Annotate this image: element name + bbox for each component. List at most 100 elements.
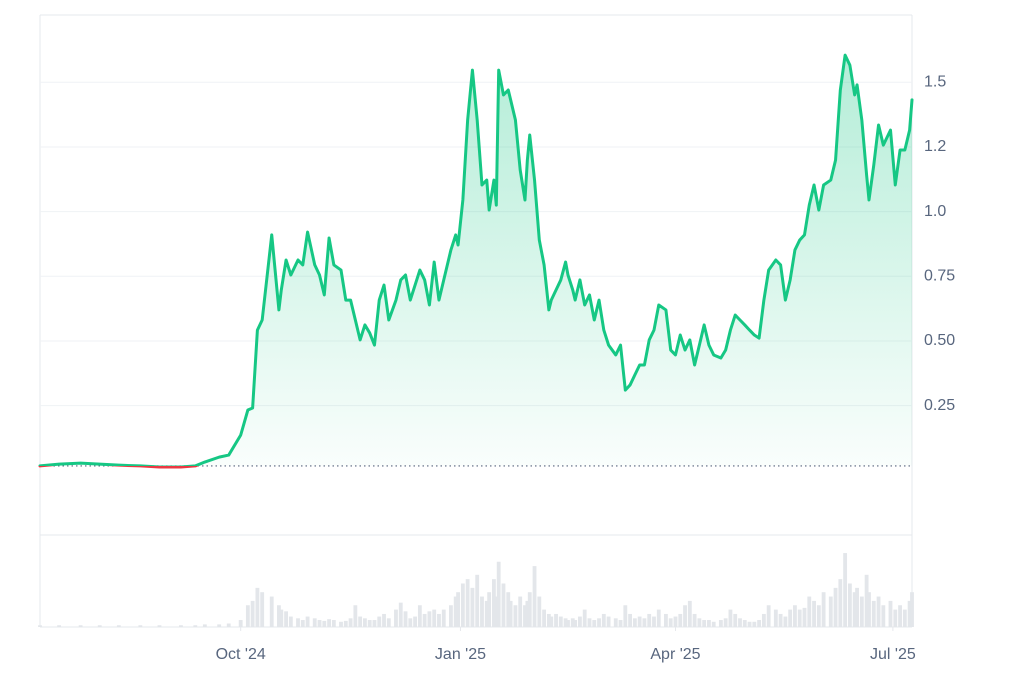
volume-bar [788,609,793,627]
volume-bar [597,618,601,627]
volume-bar [202,624,207,627]
volume-bar [752,621,757,627]
volume-bar [245,605,250,627]
volume-bar [867,592,871,627]
volume-bar [910,592,914,627]
volume-bar [296,618,300,627]
volume-bar [525,600,530,627]
x-tick-label: Apr '25 [650,646,700,663]
volume-bar [647,613,652,627]
volume-bar [802,607,807,627]
volume-bar [441,609,446,627]
volume-bar [343,620,348,627]
volume-bar [542,609,546,627]
volume-bar [456,592,460,627]
volume-bar [855,587,859,627]
volume-bar [394,609,398,627]
volume-bar [322,620,327,627]
volume-bar [250,600,255,627]
volume-bar [618,620,623,627]
volume-bar [888,600,893,627]
volume-bar [816,605,821,627]
volume-bar [238,620,243,627]
y-tick-label: 0.50 [924,332,955,349]
volume-bar [408,618,413,627]
volume-bar [518,596,523,627]
volume-bar [432,609,437,627]
volume-bar [358,616,363,627]
x-tick-label: Jul '25 [870,646,916,663]
y-tick-label: 0.75 [924,268,955,285]
volume-bar [269,596,274,627]
volume-bar [592,620,597,627]
y-tick-label: 0.25 [924,397,955,414]
volume-bar [812,600,816,627]
volume-bar [279,609,284,627]
volume-bar [847,583,852,627]
volume-bar [628,613,633,627]
volume-bar [546,613,551,627]
volume-bar [757,620,762,627]
volume-bar [668,618,673,627]
volume-bar [893,609,898,627]
volume-bar [783,616,788,627]
volume-bar [382,613,386,627]
volume-bar [723,618,728,627]
volume-bar [116,625,121,627]
volume-bar [513,605,518,627]
volume-bar [761,613,766,627]
volume-bar [475,574,480,627]
volume-bar [413,616,417,627]
volume-bar [711,621,716,627]
volume-bar [683,605,687,627]
volume-bar [797,609,802,627]
volume-bar [226,623,231,627]
volume-bar [898,605,902,627]
volume-bar [871,600,876,627]
y-tick-label: 1.5 [924,73,946,90]
volume-bar [692,613,697,627]
volume-bar [852,592,857,627]
volume-bar [480,596,484,627]
volume-bar [417,605,422,627]
volume-bar [702,620,707,627]
volume-bar [821,592,826,627]
volume-bar [179,625,183,627]
volume-bar [747,621,752,627]
volume-bar [687,600,692,627]
volume-bar [606,616,611,627]
volume-bar [587,618,592,627]
volume-bar [656,609,661,627]
volume-bar [642,618,647,627]
volume-bar [537,596,542,627]
volume-bar [386,618,391,627]
volume-bar [532,566,537,627]
volume-bar [398,602,403,627]
volume-bar [773,609,778,627]
volume-bar [348,618,353,627]
volume-bar [828,596,833,627]
volume-bar [284,611,288,627]
volume-bar [494,596,499,627]
volume-bar [372,620,377,627]
volume-bar [276,605,281,627]
volume-bar [718,620,723,627]
volume-bar [527,592,532,627]
volume-bar [78,625,83,627]
volume-bar [367,620,372,627]
volume-bar [881,605,886,627]
volume-bar [449,605,453,627]
volume-bar [664,613,668,627]
volume-bar [138,625,143,627]
volume-bar [578,616,582,627]
volume-bar [678,613,683,627]
volume-bar [465,579,470,627]
volume-bar [453,596,458,627]
volume-bar [907,600,912,627]
volume-bar [312,618,317,627]
volume-bar [255,587,260,627]
x-tick-label: Oct '24 [216,646,266,663]
volume-bar [876,596,881,627]
y-tick-label: 1.0 [924,203,946,220]
